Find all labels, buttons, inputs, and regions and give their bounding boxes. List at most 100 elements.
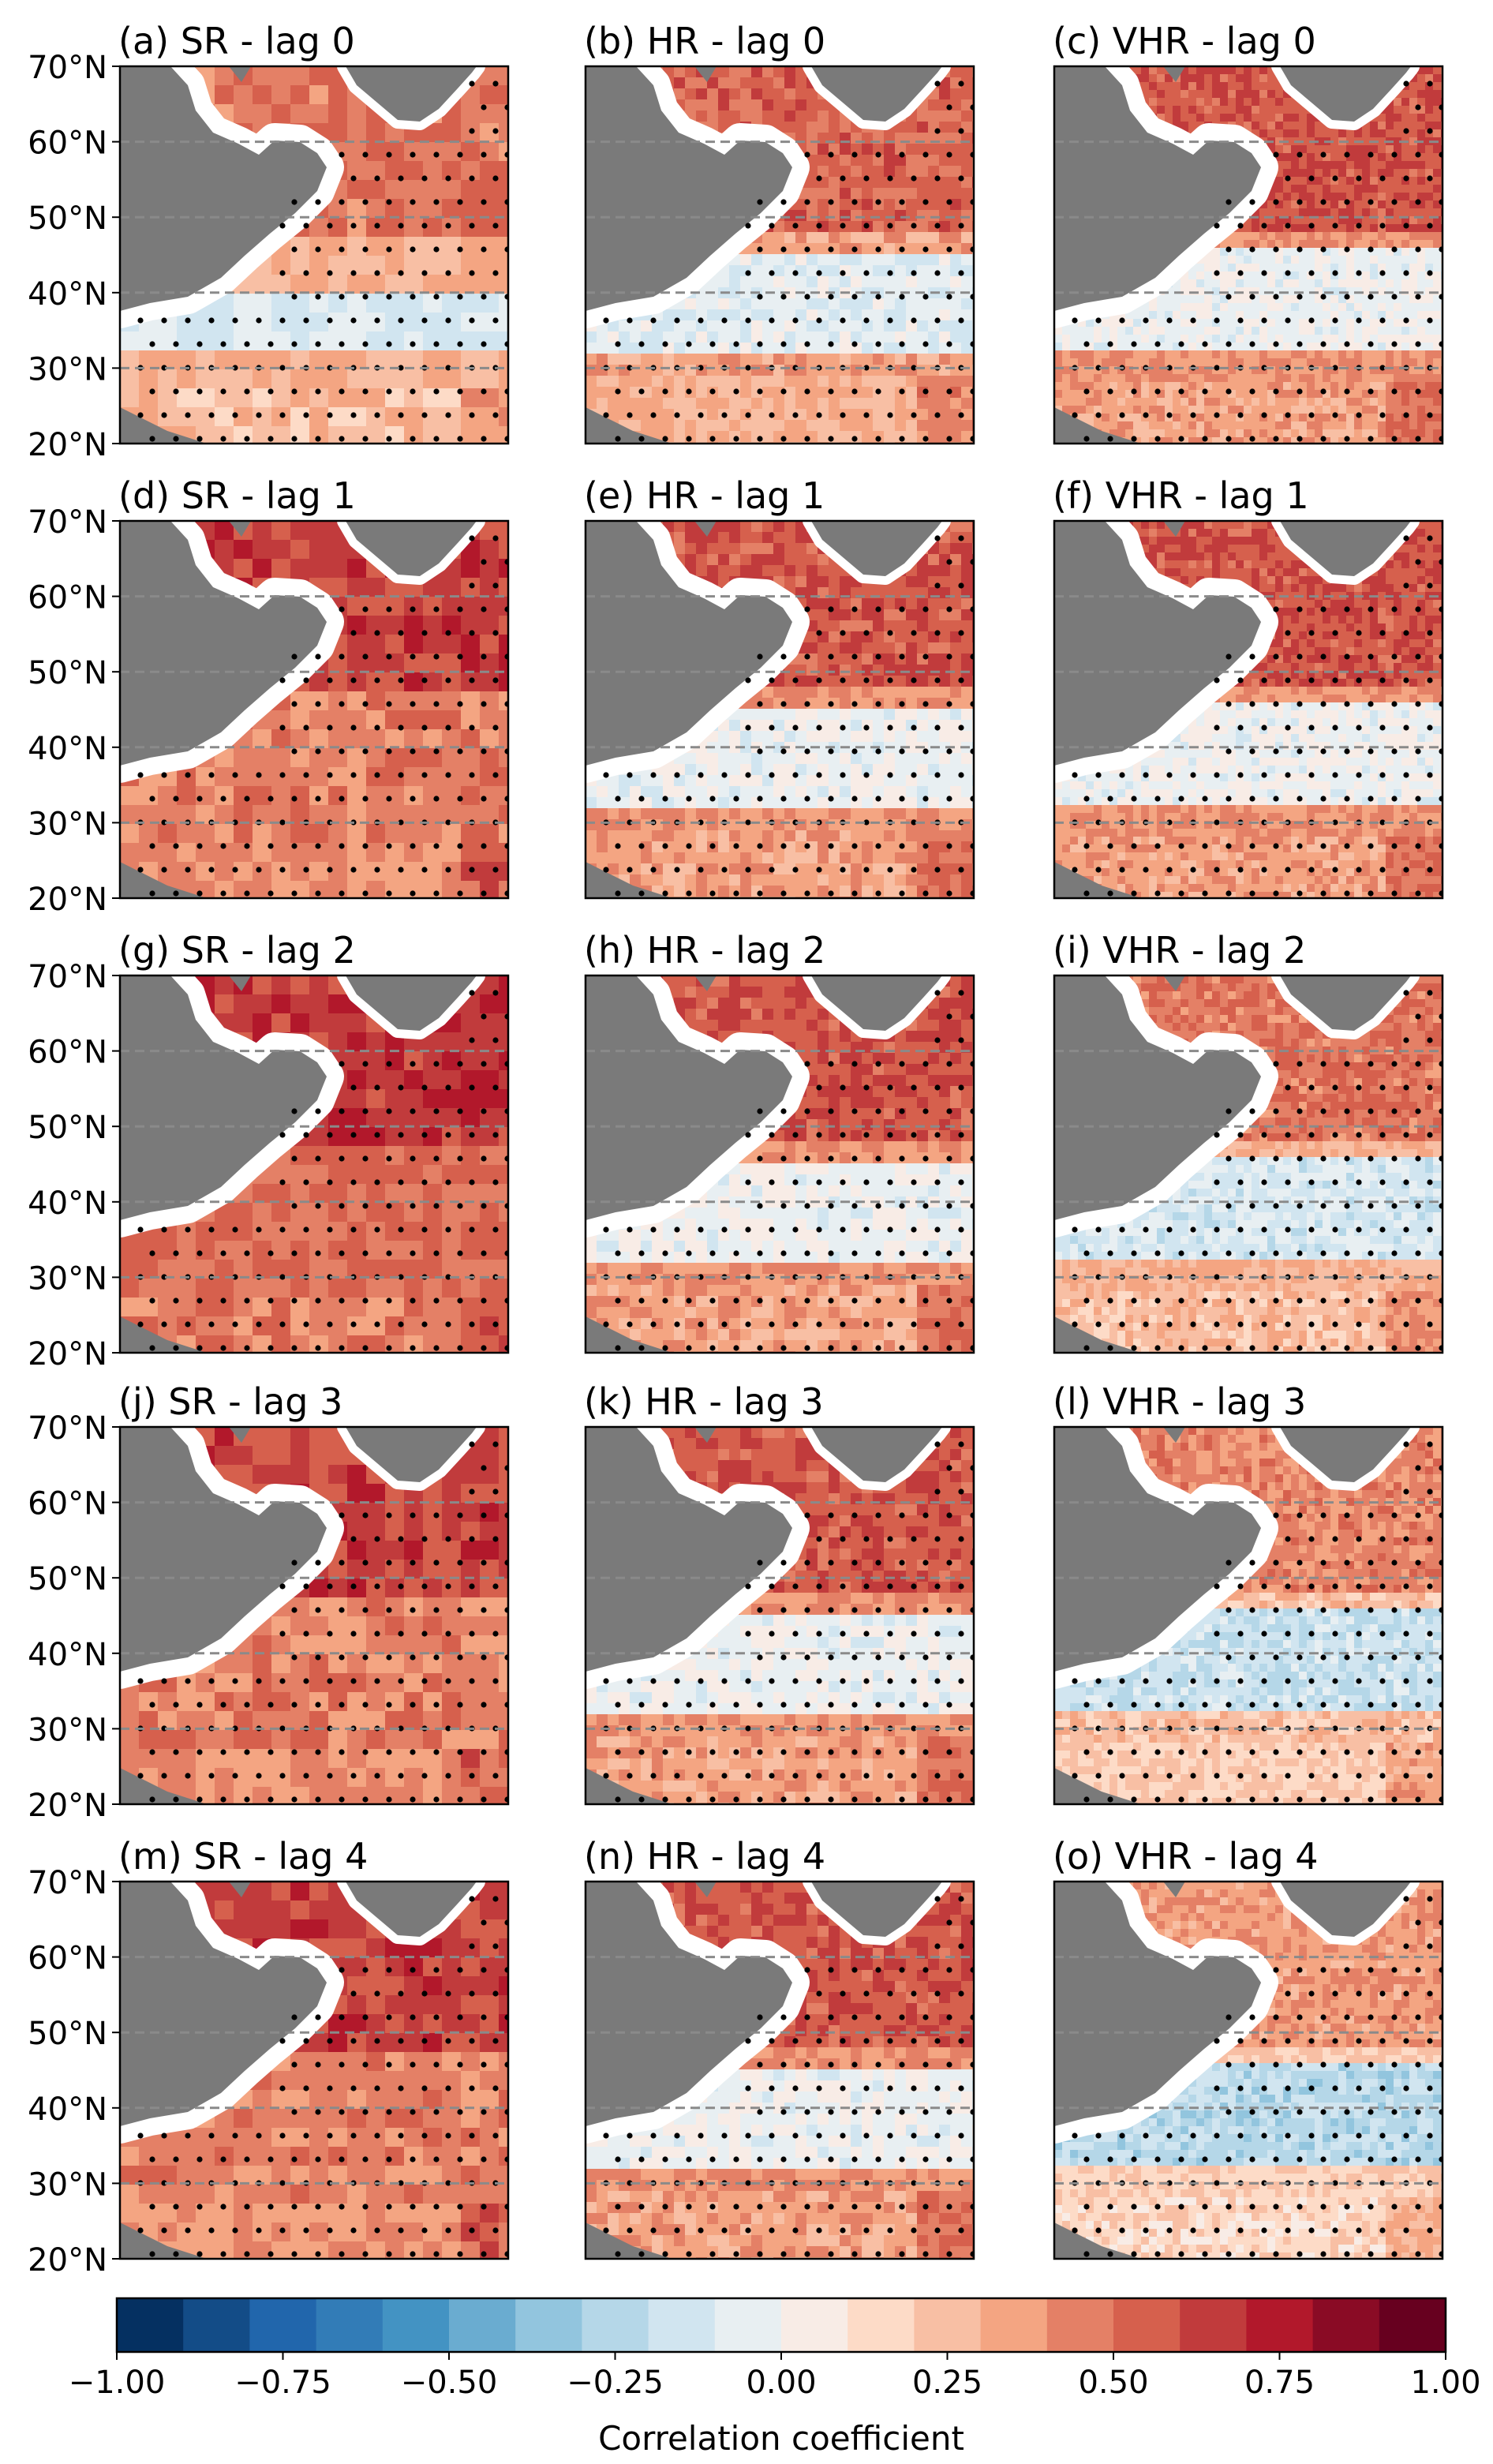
y-tick-label: 40°N (28, 1637, 107, 1673)
panel-title: (l) VHR - lag 3 (1053, 1380, 1306, 1423)
colorbar-swatch (781, 2298, 848, 2352)
land-mask (694, 1882, 717, 1897)
colorbar-swatch (1312, 2298, 1380, 2352)
colorbar-swatch (1046, 2298, 1114, 2352)
land-mask (811, 66, 942, 122)
colorbar-tick-label: −0.25 (567, 2365, 664, 2401)
panel-frame (584, 1880, 975, 2260)
map-panel: (g) SR - lag 2 20°N 30°N 40°N 50°N 60°N 70°N (28, 929, 510, 1372)
y-tick-label: 40°N (28, 1185, 107, 1222)
colorbar-tick-label: 0.75 (1244, 2365, 1315, 2401)
panel-frame (584, 1425, 975, 1806)
map-panel: (h) HR - lag 2 (584, 929, 975, 1354)
colorbar-swatch (980, 2298, 1048, 2352)
land-mask (120, 2222, 207, 2259)
y-tick-label: 40°N (28, 2091, 107, 2128)
land-mask (120, 407, 207, 444)
land-mask (811, 521, 942, 576)
land-mask (586, 2222, 672, 2259)
panel-frame (118, 974, 510, 1354)
y-tick-label: 70°N (28, 1865, 107, 1901)
map-panel: (i) VHR - lag 2 (1053, 929, 1444, 1354)
land-mask (346, 66, 477, 122)
panel-frame (1053, 1880, 1444, 2260)
land-mask (586, 407, 672, 444)
land-mask (346, 975, 477, 1031)
colorbar-swatch (183, 2298, 250, 2352)
y-tick-label: 60°N (28, 580, 107, 616)
map-panel: (f) VHR - lag 1 (1053, 474, 1444, 900)
colorbar-swatch (117, 2298, 184, 2352)
land-mask (229, 1882, 251, 1897)
land-mask (586, 1427, 792, 1672)
panel-title: (d) SR - lag 1 (118, 474, 356, 517)
y-tick-label: 50°N (28, 200, 107, 237)
land-mask (229, 521, 251, 537)
land-mask (120, 1427, 327, 1672)
land-mask (1163, 66, 1185, 82)
panel-frame (1053, 519, 1444, 900)
y-tick-label: 20°N (28, 427, 107, 463)
land-mask (1163, 1427, 1185, 1443)
land-mask (346, 1882, 477, 1937)
colorbar-tick-label: 0.25 (912, 2365, 982, 2401)
panel-frame (1053, 974, 1444, 1354)
land-mask (586, 66, 792, 311)
panel-frame (584, 65, 975, 445)
panel-title: (j) SR - lag 3 (118, 1380, 342, 1423)
land-mask (1054, 407, 1141, 444)
map-panel: (d) SR - lag 1 20°N 30°N 40°N 50°N 60°N 70°N (28, 474, 510, 918)
colorbar-swatch (316, 2298, 384, 2352)
y-tick-label: 50°N (28, 1561, 107, 1597)
land-mask (120, 862, 207, 898)
map-panel: (l) VHR - lag 3 (1053, 1380, 1444, 1806)
panel-title: (a) SR - lag 0 (118, 20, 355, 62)
panel-title: (h) HR - lag 2 (584, 929, 825, 972)
colorbar-tick-label: 0.50 (1078, 2365, 1148, 2401)
colorbar-swatch (1180, 2298, 1247, 2352)
y-tick-label: 50°N (28, 2016, 107, 2052)
map-panel: (n) HR - lag 4 (584, 1835, 975, 2260)
y-tick-label: 70°N (28, 50, 107, 86)
land-mask (811, 1427, 942, 1482)
y-tick-label: 50°N (28, 655, 107, 691)
significance-stipple (603, 535, 974, 897)
land-mask (120, 975, 327, 1220)
colorbar-swatch (1379, 2298, 1446, 2352)
panel-title: (k) HR - lag 3 (584, 1380, 824, 1423)
panels-grid: (a) SR - lag 0 20°N 30°N 40°N 50°N 60°N 70°N (b… (28, 20, 1444, 2279)
land-mask (694, 66, 717, 82)
y-tick-label: 70°N (28, 504, 107, 541)
land-mask (1163, 521, 1185, 537)
panel-title: (b) HR - lag 0 (584, 20, 825, 62)
land-mask (120, 521, 327, 766)
colorbar-swatch (1113, 2298, 1181, 2352)
y-tick-label: 40°N (28, 731, 107, 767)
significance-stipple (1072, 990, 1442, 1351)
land-mask (1280, 521, 1411, 576)
panel-title: (f) VHR - lag 1 (1053, 474, 1309, 517)
land-mask (586, 521, 792, 766)
land-mask (694, 521, 717, 537)
y-tick-label: 40°N (28, 276, 107, 313)
colorbar-tick-label: −0.50 (401, 2365, 498, 2401)
significance-stipple (603, 1441, 974, 1803)
colorbar-swatch (515, 2298, 582, 2352)
land-mask (229, 1427, 251, 1443)
land-mask (1054, 66, 1261, 311)
land-mask (1054, 1768, 1141, 1804)
y-tick-label: 20°N (28, 1336, 107, 1372)
colorbar-swatch (449, 2298, 516, 2352)
land-mask (1054, 2222, 1141, 2259)
colorbar-swatch (848, 2298, 915, 2352)
y-tick-label: 30°N (28, 1260, 107, 1297)
significance-stipple (137, 535, 508, 897)
panel-frame (118, 1425, 510, 1806)
land-mask (1280, 975, 1411, 1031)
land-mask (1054, 975, 1261, 1220)
y-tick-label: 60°N (28, 125, 107, 162)
land-mask (1163, 1882, 1185, 1897)
colorbar-swatch (1246, 2298, 1314, 2352)
land-mask (1054, 1316, 1141, 1353)
panel-frame (118, 65, 510, 445)
